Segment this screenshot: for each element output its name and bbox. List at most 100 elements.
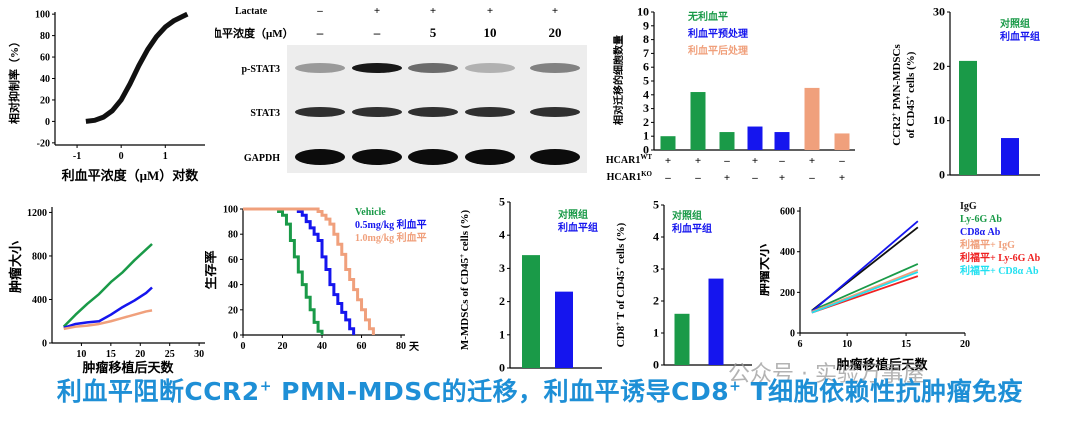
blot-band — [530, 149, 580, 165]
bar — [747, 126, 763, 150]
hcar1-wt-value: + — [695, 155, 701, 167]
blot-band — [408, 149, 458, 165]
blot-band — [465, 107, 515, 117]
figure-caption: 利血平阻断CCR2+ PMN-MDSC的迁移，利血平诱导CD8+ T细胞依赖性抗… — [0, 372, 1080, 408]
lactate-value: – — [316, 5, 323, 17]
legend-entry: CD8α Ab — [960, 227, 1001, 238]
x-tick-label: 20 — [135, 349, 145, 360]
hcar1-ko-value: – — [751, 172, 758, 184]
lactate-value: + — [487, 5, 493, 17]
legend-entry: 对照组 — [558, 208, 588, 221]
y-tick-label: 3 — [643, 101, 649, 115]
reserpine-conc-value: 10 — [484, 25, 497, 40]
series-line — [62, 243, 153, 328]
bar — [804, 87, 820, 150]
y-tick-label: 20 — [933, 59, 945, 73]
y-axis-title-line2: of CD45+ cells (%) — [904, 51, 917, 138]
bar — [959, 60, 977, 175]
hcar1-ko-value: + — [779, 172, 785, 184]
x-axis-title: 肿瘤移植后天数 — [836, 357, 928, 372]
blot-band — [408, 63, 458, 73]
y-tick-label: 10 — [637, 5, 649, 19]
blot-band — [465, 149, 515, 165]
reserpine-conc-value: – — [316, 25, 324, 40]
y-tick-label: 80 — [228, 230, 238, 241]
legend-entry: Vehicle — [355, 207, 386, 218]
bar — [834, 133, 850, 150]
y-tick-label: 0 — [653, 358, 659, 372]
y-tick-label: 20 — [228, 305, 238, 316]
lactate-value: + — [430, 5, 436, 17]
y-axis-title: 生存率 — [205, 250, 218, 289]
y-axis-title: 相对抑制率（%） — [7, 36, 21, 124]
y-tick-label: 6 — [643, 60, 649, 74]
y-tick-label: 100 — [223, 205, 238, 216]
legend-entry: 对照组 — [1000, 17, 1030, 30]
caption-part-1: 利血平阻断CCR2 — [56, 377, 260, 406]
y-tick-label: 0 — [790, 329, 795, 340]
blot-band — [530, 107, 580, 117]
series-line — [811, 220, 919, 313]
x-axis-title: 利血平浓度（μM）对数 — [62, 168, 200, 183]
blot-band — [530, 63, 580, 73]
y-tick-label: 2 — [499, 294, 505, 308]
y-tick-label: 30 — [933, 5, 945, 19]
x-tick-label: 15 — [901, 339, 911, 350]
reserpine-conc-value: 20 — [549, 25, 562, 40]
x-tick-label: -1 — [73, 151, 81, 162]
watermark: 公众号 · 实验万事屋 — [728, 362, 925, 387]
y-tick-label: 0 — [499, 361, 505, 375]
y-tick-label: 60 — [40, 53, 50, 64]
x-tick-label: 60 — [357, 341, 367, 352]
lactate-value: + — [552, 5, 558, 17]
hcar1-ko-value: – — [808, 172, 815, 184]
y-tick-label: 3 — [499, 261, 505, 275]
y-tick-label: 20 — [40, 95, 50, 106]
series-line — [63, 309, 153, 331]
y-tick-label: 2 — [653, 294, 659, 308]
x-tick-label: 40 — [317, 341, 327, 352]
blot-band — [295, 149, 345, 165]
x-tick-label: 0 — [119, 151, 124, 162]
blot-band — [465, 63, 515, 73]
y-tick-label: 5 — [499, 195, 505, 209]
lactate-value: + — [374, 5, 380, 17]
blot-band — [352, 107, 402, 117]
hcar1-wt-value: – — [723, 155, 730, 167]
series-line — [63, 286, 153, 329]
series-line — [85, 11, 189, 124]
caption-part-3: T细胞依赖性抗肿瘤免疫 — [741, 377, 1024, 406]
y-tick-label: 100 — [35, 10, 50, 21]
reserpine-conc-label: 利血平浓度（μM） — [215, 26, 294, 40]
caption-part-2: PMN-MDSC的迁移，利血平诱导CD8 — [271, 377, 730, 406]
band-label: STAT3 — [250, 108, 280, 119]
legend-entry: 利血平后处理 — [688, 44, 748, 57]
y-tick-label: 4 — [499, 228, 505, 242]
legend-entry: 利血平组 — [558, 221, 598, 234]
hcar1-wt-label: HCAR1WT — [606, 153, 652, 166]
lactate-label: Lactate — [235, 6, 268, 17]
y-tick-label: 80 — [40, 31, 50, 42]
x-tick-label: 6 — [798, 339, 803, 350]
legend-entry: 利福平+ Ly-6G Ab — [960, 251, 1041, 264]
x-tick-label: 25 — [165, 349, 175, 360]
caption-sup-2: + — [729, 378, 742, 395]
y-tick-label: 0 — [939, 168, 945, 182]
x-tick-label: 15 — [106, 349, 116, 360]
bar — [708, 278, 724, 365]
y-tick-label: 9 — [643, 18, 649, 32]
legend-entry: 1.0mg/kg 利血平 — [355, 231, 427, 244]
y-axis-title: 相对迁移的细胞数量 — [612, 35, 625, 125]
bar — [522, 255, 540, 368]
y-tick-label: 0 — [45, 117, 50, 128]
x-tick-label: 20 — [278, 341, 288, 352]
y-tick-label: 400 — [32, 295, 47, 306]
y-tick-label: 10 — [933, 113, 945, 127]
y-tick-label: 800 — [32, 251, 47, 262]
y-axis-title: CD8+ T of CD45+ cells (%) — [614, 222, 627, 347]
legend-entry: 利血平预处理 — [688, 27, 748, 40]
